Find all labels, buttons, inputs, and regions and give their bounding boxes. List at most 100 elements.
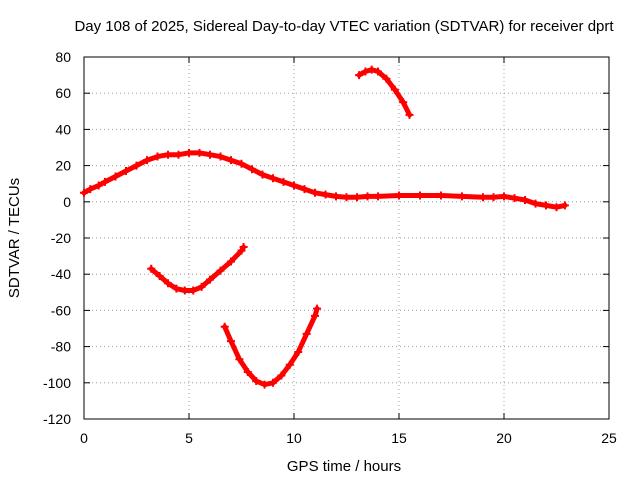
data-point <box>399 98 408 107</box>
data-point <box>260 380 269 389</box>
y-tick-label: 40 <box>55 121 71 137</box>
data-point <box>361 67 370 76</box>
data-point <box>363 192 372 201</box>
data-point <box>382 74 391 83</box>
data-point <box>279 177 288 186</box>
data-point <box>172 284 181 293</box>
data-point <box>302 329 311 338</box>
data-point <box>153 152 162 161</box>
data-point <box>542 201 550 210</box>
data-point <box>405 110 414 119</box>
y-tick-label: -20 <box>51 230 71 246</box>
data-point <box>235 355 244 364</box>
x-tick-label: 15 <box>391 430 407 446</box>
data-point <box>216 266 225 275</box>
data-point <box>248 165 256 174</box>
data-layer <box>80 65 569 389</box>
data-point <box>321 190 330 199</box>
y-tick-label: 60 <box>55 85 71 101</box>
x-tick-label: 25 <box>601 430 617 446</box>
data-point <box>227 156 235 165</box>
data-point <box>437 191 445 200</box>
data-point <box>164 279 172 288</box>
series-line-arc-bottom <box>222 306 320 388</box>
data-point <box>390 85 399 94</box>
grid <box>84 57 609 419</box>
data-point <box>101 177 109 186</box>
data-point <box>227 337 235 346</box>
series-line-arc-middle <box>148 244 247 293</box>
data-point <box>206 275 214 284</box>
series-line-arc-top <box>356 67 412 118</box>
data-point <box>258 170 267 179</box>
series-arc-top <box>355 65 414 119</box>
series-arc-bottom <box>220 304 322 389</box>
data-point <box>227 257 235 266</box>
data-point <box>269 378 277 387</box>
data-point <box>313 304 322 313</box>
x-axis-label: GPS time / hours <box>287 458 401 475</box>
data-point <box>552 203 561 212</box>
data-point <box>374 192 382 201</box>
data-point <box>395 191 403 200</box>
y-tick-label: -80 <box>51 339 71 355</box>
x-tick-label: 10 <box>286 430 302 446</box>
data-point <box>311 311 319 320</box>
data-point <box>560 201 569 210</box>
data-point <box>80 188 88 197</box>
y-tick-label: -120 <box>43 411 71 427</box>
y-tick-label: 80 <box>55 49 71 65</box>
data-point <box>416 191 424 200</box>
data-point <box>294 348 303 357</box>
data-point <box>132 161 141 170</box>
data-point <box>277 371 286 380</box>
data-point <box>197 282 206 291</box>
x-tick-label: 0 <box>80 430 88 446</box>
y-axis-label: SDTVAR / TECUs <box>6 178 23 298</box>
data-point <box>367 65 376 74</box>
data-point <box>489 193 498 202</box>
data-point <box>237 159 246 168</box>
data-point <box>342 193 351 202</box>
data-point <box>216 152 225 161</box>
data-point <box>300 185 309 194</box>
data-point <box>290 181 298 190</box>
data-point <box>122 167 130 176</box>
data-point <box>111 172 120 181</box>
y-tick-label: 20 <box>55 158 71 174</box>
data-point <box>180 286 189 295</box>
data-point <box>311 188 319 197</box>
data-point <box>243 367 252 376</box>
data-point <box>510 194 519 203</box>
data-point <box>285 360 294 369</box>
x-tick-label: 20 <box>496 430 512 446</box>
data-point <box>355 71 364 80</box>
data-point <box>479 193 487 202</box>
data-point <box>195 148 204 157</box>
plot-frame <box>83 56 610 420</box>
data-point <box>521 195 529 204</box>
data-point <box>143 156 151 165</box>
data-point <box>252 376 261 385</box>
data-point <box>500 192 508 201</box>
data-point <box>164 150 172 159</box>
data-point <box>86 185 95 194</box>
chart-title: Day 108 of 2025, Sidereal Day-to-day VTE… <box>74 18 614 35</box>
data-point <box>185 148 193 157</box>
y-tick-label: -60 <box>51 302 71 318</box>
data-point <box>155 272 164 281</box>
data-point <box>94 181 103 190</box>
data-point <box>206 150 214 159</box>
y-tick-label: -40 <box>51 266 71 282</box>
series-arc-middle <box>147 243 248 295</box>
y-tick-label: 0 <box>63 194 71 210</box>
data-point <box>531 199 540 208</box>
data-point <box>239 243 248 252</box>
data-point <box>220 322 229 331</box>
data-point <box>353 193 361 202</box>
data-point <box>269 174 277 183</box>
data-point <box>147 264 156 273</box>
data-point <box>189 286 198 295</box>
data-point <box>174 150 183 159</box>
